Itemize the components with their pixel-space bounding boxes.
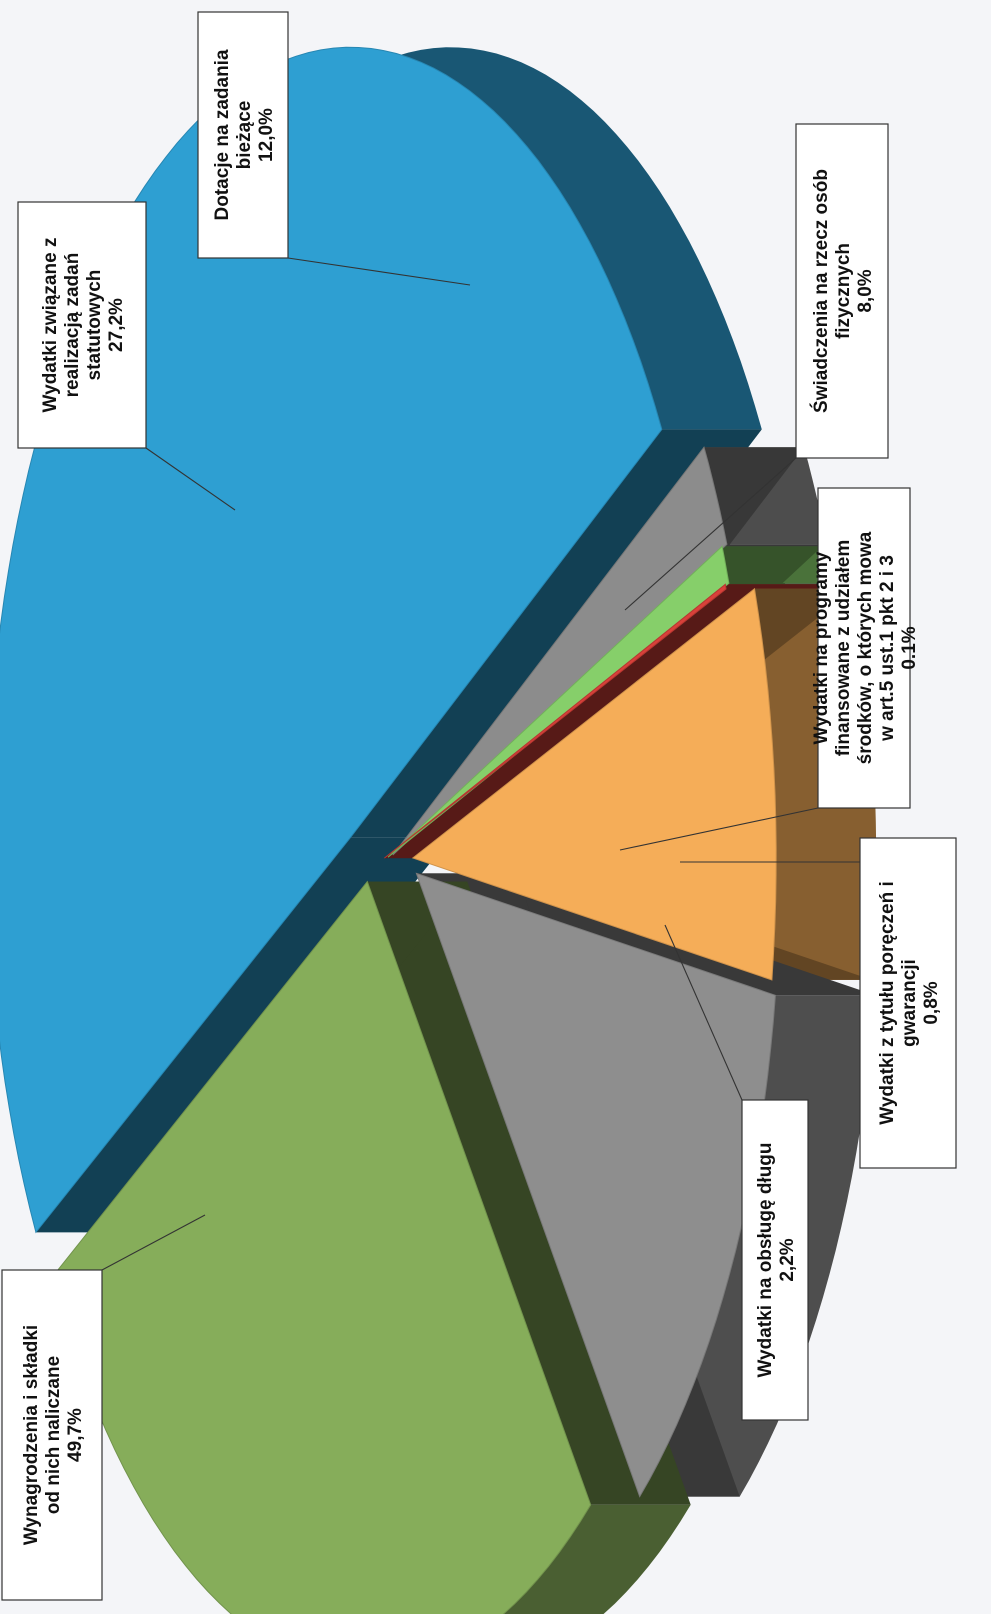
slice-label-3-line-2: gwarancji [899, 959, 920, 1047]
slice-label-4-line-3: środków, o których mowa [855, 531, 876, 764]
slice-label-1-line-2: od nich naliczane [43, 1356, 64, 1514]
slice-label-4-line-2: finansowane z udziałem [833, 540, 854, 756]
slice-label-1-line-3: 49,7% [65, 1408, 86, 1462]
slice-label-7-line-2: realizacją zadań [62, 253, 83, 398]
slice-label-7-line-4: 27,2% [106, 298, 127, 352]
slice-label-2-line-1: Wydatki na obsługę długu [755, 1142, 776, 1377]
slice-label-7-line-1: Wydatki związane z [40, 238, 61, 413]
slice-label-4-line-5: 0.1% [899, 626, 920, 669]
slice-label-3-line-1: Wydatki z tytułu poręczeń i [877, 881, 898, 1125]
slice-label-4-line-1: Wydatki na programy [811, 551, 832, 744]
slice-label-1-line-1: Wynagrodzenia i składki [21, 1325, 42, 1545]
slice-label-5-line-1: Świadczenia na rzecz osób [810, 169, 832, 413]
slice-label-6-line-3: 12,0% [256, 108, 277, 162]
slice-label-2-line-2: 2,2% [777, 1238, 798, 1281]
slice-label-4-line-4: w art.5 ust.1 pkt 2 i 3 [877, 555, 898, 742]
slice-label-7-line-3: statutowych [84, 270, 105, 381]
slice-label-5-line-3: 8,0% [855, 269, 876, 312]
slice-label-6-line-1: Dotacje na zadania [212, 49, 233, 220]
slice-label-5-line-2: fizycznych [833, 243, 854, 339]
slice-label-3-line-3: 0,8% [921, 981, 942, 1024]
slice-label-6-line-2: bieżące [234, 101, 255, 170]
